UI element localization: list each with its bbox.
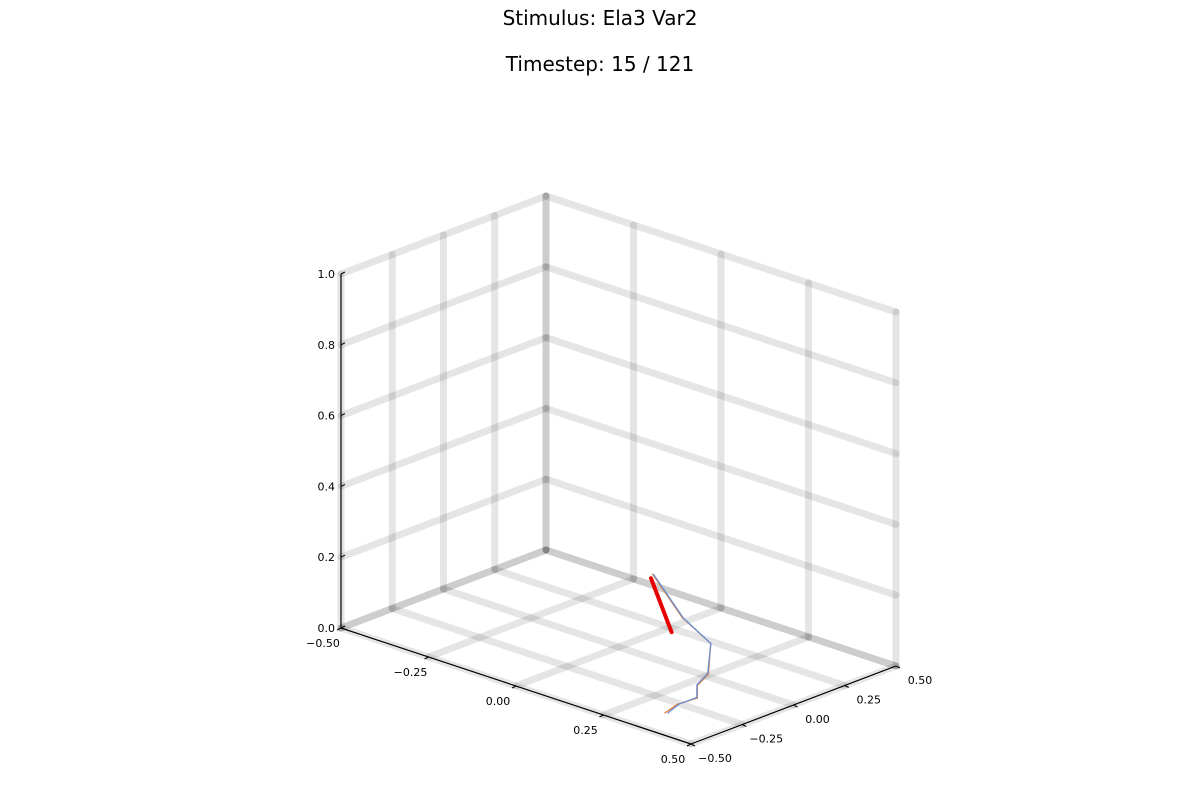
x-tick-mark (424, 656, 429, 660)
y-tick-label: −0.50 (698, 752, 732, 765)
series-line-0 (649, 576, 674, 635)
y-tick-mark (690, 743, 696, 747)
x-tick-label: −0.50 (306, 637, 340, 650)
y-tick-mark (895, 665, 901, 669)
grid-line (542, 475, 900, 599)
y-tick-label: 0.25 (857, 694, 882, 707)
y-tick-mark (793, 704, 798, 708)
z-tick-mark (340, 554, 346, 558)
x-tick-mark (599, 714, 604, 718)
y-tick-label: −0.25 (749, 733, 783, 746)
x-tick-label: 0.00 (486, 695, 511, 708)
z-tick-label: 1.0 (318, 268, 336, 281)
grid-line (337, 404, 550, 490)
grid-line (337, 263, 550, 349)
z-tick-label: 0.8 (318, 339, 336, 352)
z-tick-mark (340, 625, 346, 629)
tick-labels: −0.50 −0.25 0.00 0.25 0.50 −0.50 −0.25 0.00 0.25… (306, 268, 932, 766)
x-tick-label: −0.25 (394, 666, 428, 679)
y-tick-label: 0.50 (908, 674, 933, 687)
grid-line (388, 605, 746, 728)
grid-line (337, 546, 550, 632)
grid-line (542, 546, 900, 670)
data-series (649, 573, 712, 714)
y-tick-label: 0.00 (805, 713, 830, 726)
z-tick-mark (340, 413, 346, 417)
grid-lines (337, 192, 900, 748)
grid-line (440, 585, 797, 709)
grid-line (337, 546, 550, 632)
y-tick-mark (844, 685, 849, 688)
grid-line (425, 575, 637, 661)
z-tick-mark (340, 271, 346, 275)
z-tick-mark (340, 342, 346, 346)
x-tick-mark (686, 743, 692, 747)
x-tick-label: 0.50 (661, 753, 686, 766)
grid-line (337, 475, 550, 561)
grid-line (542, 192, 900, 316)
series-line-2 (652, 573, 712, 714)
z-tick-label: 0.2 (318, 551, 336, 564)
grid-line (542, 404, 900, 528)
grid-line (542, 334, 900, 458)
chart-subtitle: Timestep: 15 / 121 (505, 52, 695, 76)
grid-line (542, 263, 900, 387)
y-tick-mark (742, 724, 747, 727)
x-tick-label: 0.25 (573, 724, 598, 737)
z-tick-label: 0.0 (318, 622, 336, 635)
z-tick-label: 0.6 (318, 410, 336, 423)
x-tick-mark (336, 627, 342, 631)
x-tick-mark (511, 685, 517, 689)
axes (336, 271, 901, 747)
z-tick-label: 0.4 (318, 480, 336, 493)
grid-line (337, 192, 550, 278)
grid-line (337, 334, 550, 420)
z-tick-mark (340, 483, 346, 487)
grid-line (542, 546, 900, 670)
chart-title: Stimulus: Ela3 Var2 (502, 6, 698, 30)
